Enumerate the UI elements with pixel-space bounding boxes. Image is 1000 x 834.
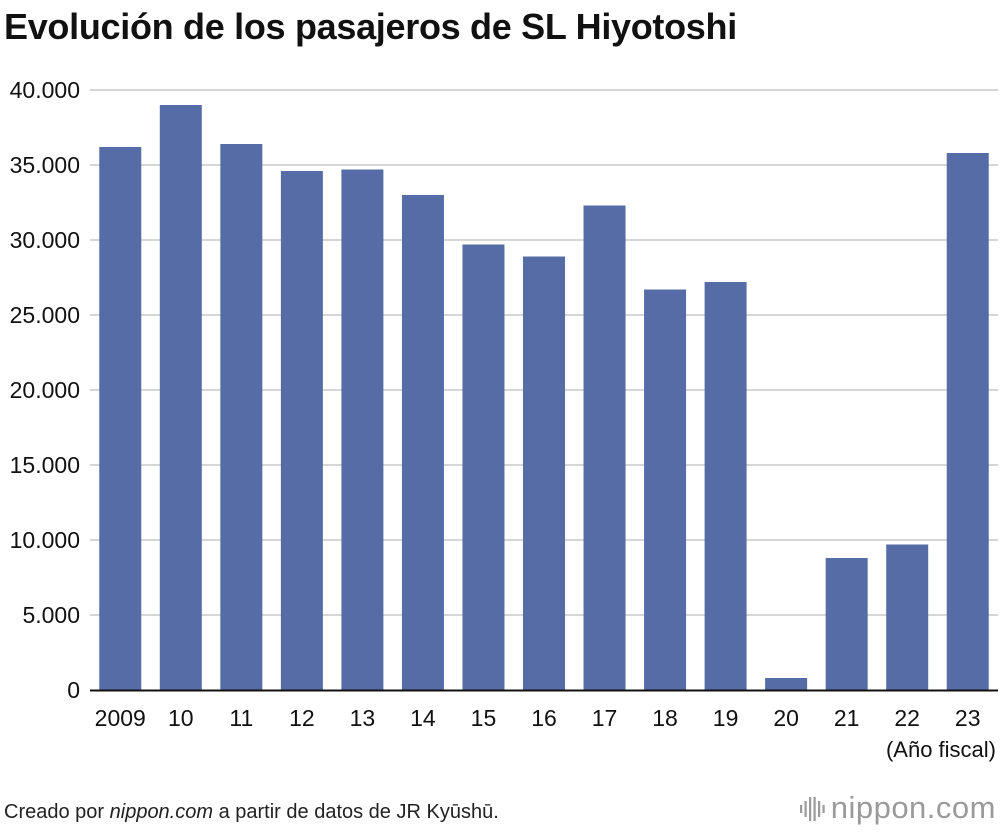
x-tick-label: 15 [471, 705, 497, 731]
nippon-logo-text: nippon.com [830, 790, 996, 825]
x-tick-label: 18 [652, 705, 678, 731]
bar [523, 256, 565, 690]
y-tick-label: 10.000 [10, 527, 80, 553]
x-axis-label: (Año fiscal) [886, 737, 996, 762]
bars [99, 105, 989, 690]
chart-title: Evolución de los pasajeros de SL Hiyotos… [4, 6, 737, 47]
bar [401, 195, 444, 690]
bar [280, 171, 323, 690]
y-tick-label: 25.000 [10, 302, 80, 328]
x-tick-label: 23 [955, 705, 981, 731]
y-tick-label: 35.000 [10, 152, 80, 178]
bar [765, 678, 808, 690]
x-tick-label: 12 [289, 705, 315, 731]
y-tick-label: 20.000 [10, 377, 80, 403]
bar [946, 153, 989, 690]
y-tick-label: 5.000 [22, 602, 80, 628]
source-site: nippon.com [109, 801, 214, 823]
bar [462, 244, 505, 690]
source-note: Creado por nippon.com a partir de datos … [4, 801, 499, 824]
bar [825, 558, 868, 690]
bar [159, 105, 202, 690]
source-suffix: a partir de datos de JR Kyūshū. [213, 801, 499, 823]
bar [583, 205, 626, 690]
bar [341, 169, 384, 690]
x-tick-label: 2009 [95, 705, 146, 731]
x-tick-label: 20 [773, 705, 799, 731]
x-tick-label: 16 [531, 705, 557, 731]
x-tick-label: 14 [410, 705, 436, 731]
x-tick-label: 19 [713, 705, 739, 731]
nippon-logo[interactable]: nippon.com [799, 790, 996, 826]
x-tick-label: 21 [834, 705, 860, 731]
nippon-logo-bars-icon [799, 797, 825, 821]
bar [644, 289, 687, 690]
bar [886, 544, 929, 690]
x-tick-label: 11 [229, 705, 253, 731]
y-axis-tick-labels: 0 5.000 10.000 15.000 20.000 25.000 30.000 35.0… [10, 77, 80, 703]
y-tick-label: 15.000 [10, 452, 80, 478]
y-tick-label: 40.000 [10, 77, 80, 103]
source-prefix: Creado por [4, 801, 110, 823]
x-axis-tick-labels: 2009 10 11 12 13 14 15 16 17 18 19 20 21 22 23 [95, 705, 981, 731]
y-tick-label: 30.000 [10, 227, 80, 253]
x-tick-label: 22 [894, 705, 920, 731]
bar [99, 147, 142, 690]
x-tick-label: 10 [168, 705, 194, 731]
y-tick-label: 0 [67, 677, 80, 703]
bar [220, 144, 263, 690]
bar [704, 282, 747, 690]
x-tick-label: 13 [350, 705, 376, 731]
x-tick-label: 17 [592, 705, 618, 731]
